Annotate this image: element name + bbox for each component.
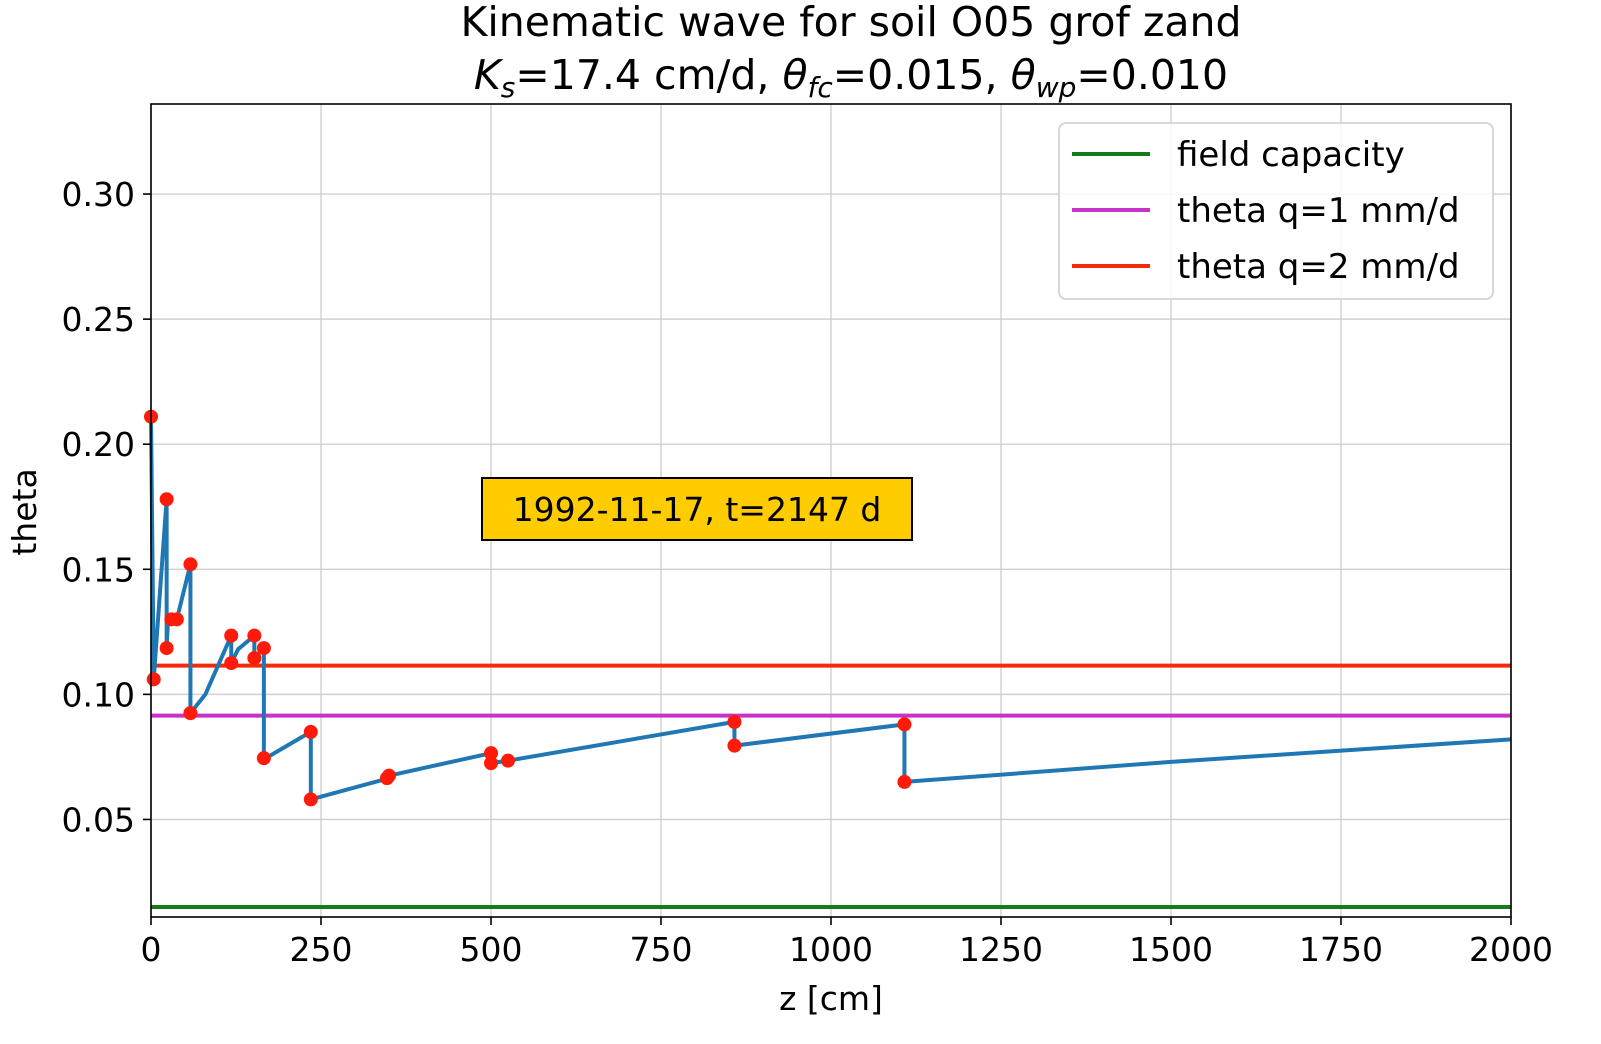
wp-symbol: θ — [1011, 51, 1036, 99]
fc-symbol: θ — [782, 51, 807, 99]
legend-box — [1058, 122, 1494, 300]
profile-marker — [727, 714, 742, 729]
date-annotation: 1992-11-17, t=2147 d — [481, 477, 913, 541]
x-tick-label: 1500 — [1129, 930, 1213, 969]
legend-label: theta q=1 mm/d — [1177, 191, 1460, 231]
theta-profile-markers — [144, 409, 912, 807]
y-tick-label: 0.20 — [62, 425, 135, 464]
profile-marker — [382, 768, 396, 783]
profile-marker — [159, 492, 174, 507]
legend-label: theta q=2 mm/d — [1177, 247, 1460, 287]
ks-value: =17.4 cm/d, — [515, 51, 782, 99]
legend: field capacity theta q=1 mm/d theta q=2 mm… — [1058, 122, 1494, 300]
y-tick-label: 0.30 — [62, 175, 135, 214]
x-tick-label: 1250 — [959, 930, 1043, 969]
profile-marker — [897, 717, 912, 732]
profile-marker — [224, 656, 239, 671]
x-tick-label: 1000 — [789, 930, 873, 969]
chart-subtitle: Ks=17.4 cm/d, θfc=0.015, θwp=0.010 — [474, 51, 1228, 104]
annotation-text: 1992-11-17, t=2147 d — [513, 490, 882, 529]
fc-value: =0.015, — [833, 51, 1011, 99]
wp-value: =0.010 — [1076, 51, 1228, 99]
profile-marker — [484, 756, 498, 771]
profile-marker — [224, 628, 239, 643]
profile-marker — [183, 706, 198, 721]
ks-subscript: s — [501, 71, 516, 104]
profile-marker — [256, 641, 271, 656]
ks-symbol: K — [474, 51, 504, 99]
profile-marker — [897, 774, 912, 789]
x-tick-label: 2000 — [1469, 930, 1553, 969]
profile-marker — [303, 724, 318, 739]
profile-marker — [256, 751, 271, 766]
profile-marker — [484, 746, 498, 761]
profile-marker — [303, 792, 318, 807]
profile-marker — [183, 557, 198, 572]
profile-marker — [159, 641, 174, 656]
profile-marker — [247, 651, 262, 666]
y-tick-label: 0.25 — [62, 300, 135, 339]
profile-marker — [247, 628, 262, 643]
x-axis-ticks: 0 250 500 750 1000 1250 1500 1750 2000 — [141, 917, 1553, 969]
y-tick-label: 0.05 — [62, 800, 135, 839]
y-tick-label: 0.10 — [62, 675, 135, 714]
fc-subscript: fc — [808, 71, 834, 104]
y-axis-ticks: 0.05 0.10 0.15 0.20 0.25 0.30 — [62, 175, 151, 839]
wp-subscript: wp — [1036, 71, 1077, 104]
legend-label: field capacity — [1177, 135, 1405, 175]
x-tick-label: 250 — [290, 930, 353, 969]
profile-marker — [501, 753, 515, 768]
y-axis-label: theta — [5, 468, 44, 555]
annotation-box — [481, 477, 913, 541]
reference-lines — [151, 663, 1511, 909]
x-tick-label: 0 — [141, 930, 162, 969]
x-tick-label: 1750 — [1299, 930, 1383, 969]
profile-marker — [169, 612, 184, 627]
x-tick-label: 750 — [630, 930, 693, 969]
profile-marker — [146, 672, 161, 687]
y-tick-label: 0.15 — [62, 550, 135, 589]
chart-title: Kinematic wave for soil O05 grof zand — [460, 0, 1241, 46]
profile-marker — [727, 738, 742, 753]
x-axis-label: z [cm] — [779, 979, 883, 1018]
x-tick-label: 500 — [460, 930, 523, 969]
